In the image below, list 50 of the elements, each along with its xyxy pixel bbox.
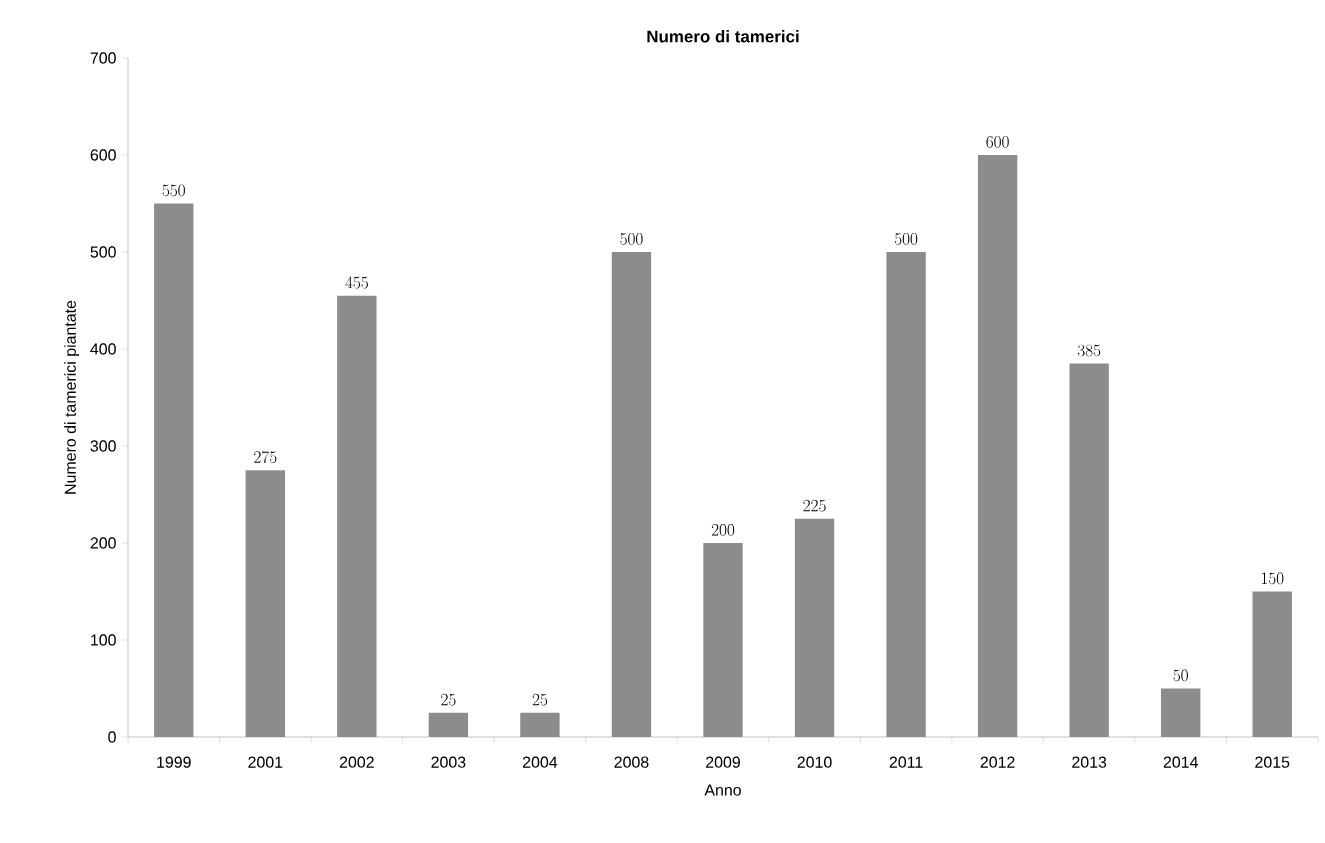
x-tick-label: 2011 [889,756,923,768]
bar [977,155,1018,737]
bar [1252,591,1292,737]
bar [1069,363,1109,737]
x-axis-title: Anno [704,784,741,796]
y-tick-label: 300 [90,440,116,452]
y-tick-label: 600 [90,149,116,161]
data-label: 25 [441,693,456,706]
x-tick-label: 2009 [706,756,740,768]
data-label: 500 [620,233,643,245]
x-tick-label: 2008 [614,756,649,768]
data-label: 225 [803,499,826,512]
y-tick-label: 200 [90,537,116,549]
data-label: 600 [986,136,1009,148]
y-tick-label: 700 [90,52,116,64]
x-tick-label: 2014 [1163,756,1198,768]
x-tick-label: 2001 [248,756,283,768]
y-tick-label: 400 [90,343,116,355]
bar [428,712,469,737]
x-tick-label: 2003 [431,756,466,768]
bar [337,295,377,737]
data-label: 385 [1077,344,1101,357]
data-label: 275 [254,451,277,464]
x-tick-label: 2010 [797,756,832,768]
bar [794,518,835,737]
y-tick-label: 100 [91,634,116,646]
data-label: 550 [162,184,185,197]
bar [1161,688,1201,737]
data-label: 50 [1173,669,1188,682]
data-label: 150 [1261,572,1284,585]
y-tick-label: 0 [108,731,116,743]
x-tick-label: 2013 [1072,756,1107,768]
x-tick-label: 2002 [339,756,374,768]
x-tick-label: 2015 [1255,756,1290,768]
bar [611,252,652,737]
bar [886,252,926,737]
bar [703,543,743,737]
bar [520,712,560,737]
chart-title: Numero di tamerici [647,30,799,43]
data-label: 455 [345,276,368,289]
data-label: 25 [532,693,548,706]
x-tick-label: 1999 [157,756,191,768]
bar [154,203,194,737]
bar [245,470,285,737]
data-label: 500 [894,233,918,245]
x-tick-label: 2012 [980,756,1015,768]
y-tick-label: 500 [90,246,116,258]
y-axis-title: Numero di tamerici piantate [64,300,80,494]
x-tick-label: 2004 [522,756,558,768]
data-label: 200 [711,524,735,536]
